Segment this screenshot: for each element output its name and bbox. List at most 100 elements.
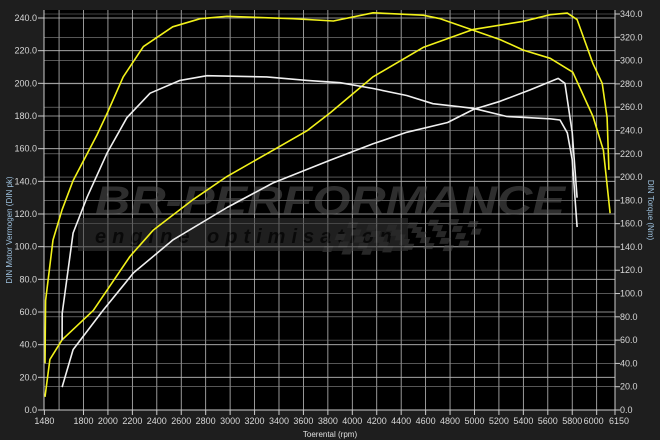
y-right-tick-label: 320.0 — [620, 32, 643, 42]
y-right-tick-label: 280.0 — [620, 79, 643, 89]
y-left-tick-label: 160.0 — [14, 144, 37, 154]
white-torque-curve — [61, 74, 578, 341]
yellow-torque-curve — [44, 12, 611, 364]
y-right-tick-label: 140.0 — [620, 242, 643, 252]
x-tick-label: 4400 — [391, 416, 411, 426]
flag-square — [439, 237, 451, 244]
y-right-tick-label: 180.0 — [620, 195, 643, 205]
flag-square — [470, 228, 482, 235]
yellow-power-curve — [44, 12, 610, 398]
x-tick-label: 3600 — [293, 416, 313, 426]
y-left-tick-label: 220.0 — [14, 46, 37, 56]
x-tick-label: 2600 — [171, 416, 191, 426]
flag-square — [366, 224, 378, 231]
y-right-tick-label: 40.0 — [620, 358, 638, 368]
flag-square — [398, 238, 411, 245]
y-left-tick-label: 120.0 — [14, 209, 37, 219]
flag-square — [353, 236, 365, 243]
x-tick-label: 4800 — [440, 416, 460, 426]
flag-square — [435, 231, 447, 238]
x-tick-label: 5000 — [464, 416, 484, 426]
y-left-tick-label: 240.0 — [14, 13, 37, 23]
flag-square — [350, 229, 362, 236]
y-left-tick-label: 40.0 — [19, 340, 37, 350]
flag-square — [458, 240, 470, 247]
flag-square — [386, 224, 398, 231]
x-tick-label: 5800 — [562, 416, 582, 426]
y-right-tick-label: 240.0 — [620, 125, 643, 135]
watermark-brand: BR-PERFORMANCE — [95, 179, 567, 223]
flag-square — [334, 234, 346, 240]
flag-square — [423, 243, 435, 250]
flag-square — [373, 236, 385, 243]
flag-square — [394, 234, 406, 241]
x-tick-label: 1480 — [34, 416, 54, 426]
flag-square — [419, 237, 431, 244]
x-tick-label: 5600 — [538, 416, 558, 426]
flag-square — [390, 229, 402, 236]
flag-square — [448, 219, 460, 226]
y-right-tick-label: 0.0 — [620, 405, 633, 415]
y-left-tick-label: 80.0 — [19, 274, 37, 284]
x-tick-label: 2200 — [122, 416, 142, 426]
y-right-tick-label: 80.0 — [620, 312, 638, 322]
x-tick-label: 2000 — [98, 416, 118, 426]
x-tick-label: 2400 — [147, 416, 167, 426]
flag-square — [406, 222, 419, 229]
flag-square — [411, 226, 423, 233]
flag-square — [347, 222, 359, 228]
y-right-tick-label: 100.0 — [620, 289, 643, 299]
white-power-curve — [61, 77, 578, 388]
y-right-tick-label: 340.0 — [620, 9, 643, 19]
x-tick-label: 4200 — [367, 416, 387, 426]
flag-square — [322, 246, 334, 252]
checkered-flag — [322, 219, 482, 255]
y-right-tick-label: 260.0 — [620, 102, 643, 112]
flag-square — [451, 225, 463, 232]
y-right-tick-label: 300.0 — [620, 56, 643, 66]
y-right-tick-label: 120.0 — [620, 265, 643, 275]
flag-square — [377, 241, 389, 248]
flag-square — [361, 248, 373, 255]
y-left-tick-label: 20.0 — [19, 372, 37, 382]
flag-square — [427, 219, 440, 226]
x-tick-label: 3200 — [245, 416, 265, 426]
axes: 0.0 20.0 40.0 60.0 80.0 100.0 120.0 140.0 160.0 1… — [14, 9, 642, 426]
y-left-tick-label: 200.0 — [14, 78, 37, 88]
x-tick-label: 2800 — [196, 416, 216, 426]
x-tick-label: 4600 — [416, 416, 436, 426]
x-tick-label: 4000 — [342, 416, 362, 426]
flag-square — [357, 242, 369, 249]
x-tick-label: 5400 — [513, 416, 533, 426]
curves — [44, 12, 611, 398]
x-tick-label: 3000 — [220, 416, 240, 426]
flag-square — [431, 225, 444, 232]
y-axis-right-label: DIN Torque (Nm) — [646, 180, 655, 241]
y-right-tick-label: 200.0 — [620, 172, 643, 182]
y-left-tick-label: 100.0 — [14, 242, 37, 252]
plot-area — [44, 10, 615, 410]
x-tick-label: 5200 — [489, 416, 509, 426]
y-left-tick-label: 180.0 — [14, 111, 37, 121]
x-tick-label: 1800 — [73, 416, 93, 426]
flag-square — [382, 246, 394, 253]
y-axis-left-label: DIN Motor Vermogen (DIN pk) — [5, 176, 14, 283]
y-right-tick-label: 60.0 — [620, 335, 638, 345]
flag-square — [337, 241, 350, 248]
y-left-tick-label: 0.0 — [24, 405, 37, 415]
flag-square — [454, 233, 467, 240]
flag-square — [442, 245, 454, 252]
y-left-tick-label: 60.0 — [19, 307, 37, 317]
x-tick-label: 3400 — [269, 416, 289, 426]
y-right-tick-label: 220.0 — [620, 149, 643, 159]
x-tick-label: 6000 — [584, 416, 604, 426]
flag-square — [341, 248, 353, 255]
y-right-tick-label: 20.0 — [620, 382, 638, 392]
x-tick-label: 6150 — [609, 416, 629, 426]
flag-square — [369, 230, 381, 237]
x-tick-label: 3800 — [318, 416, 338, 426]
flag-square — [403, 243, 415, 250]
flag-square — [467, 221, 479, 228]
y-right-tick-label: 160.0 — [620, 219, 643, 229]
